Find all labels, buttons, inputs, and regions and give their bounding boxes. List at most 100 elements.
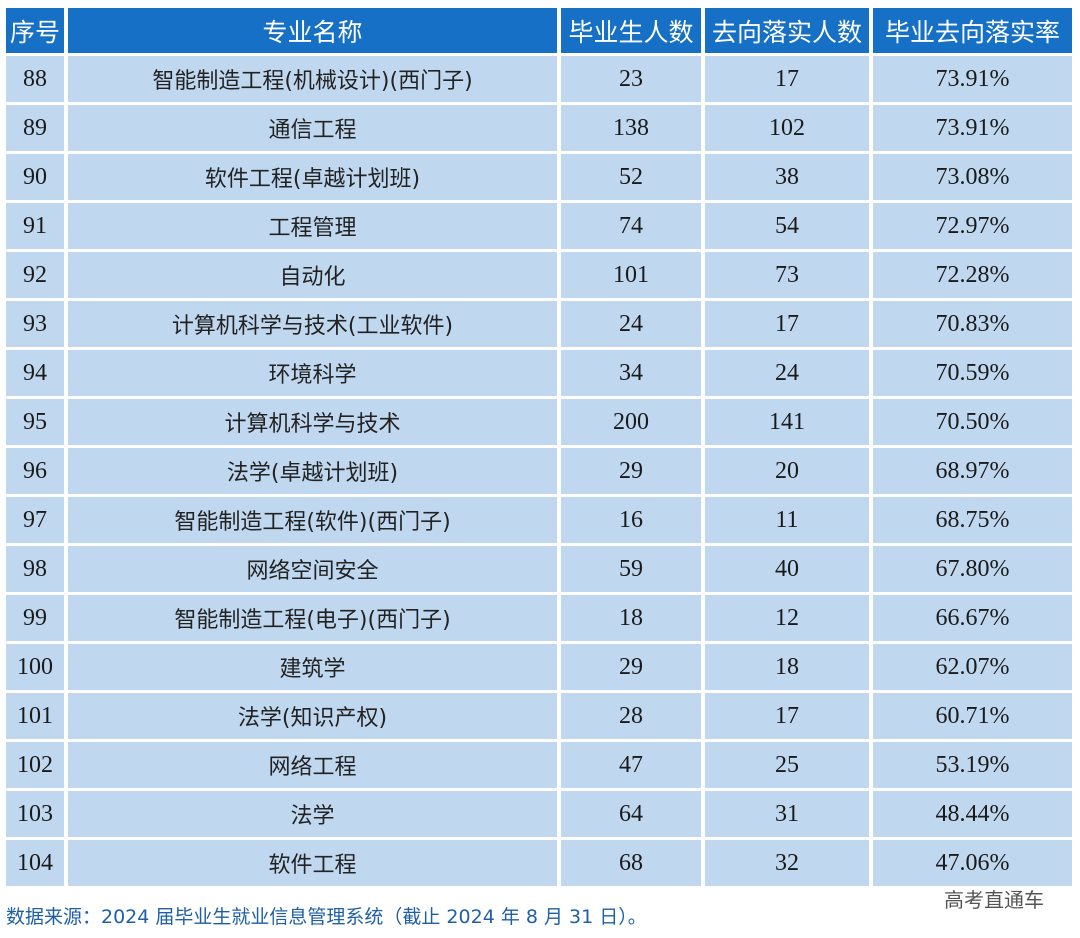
row-graduates: 16	[561, 497, 701, 543]
header-index: 序号	[6, 8, 64, 53]
row-index: 90	[6, 154, 64, 200]
row-placed: 141	[705, 399, 869, 445]
row-index: 92	[6, 252, 64, 298]
table-header-row: 序号 专业名称 毕业生人数 去向落实人数 毕业去向落实率	[6, 8, 1072, 53]
row-graduates: 138	[561, 105, 701, 151]
row-placed: 25	[705, 742, 869, 788]
row-graduates: 64	[561, 791, 701, 837]
row-graduates: 52	[561, 154, 701, 200]
row-graduates: 23	[561, 56, 701, 102]
row-graduates: 29	[561, 448, 701, 494]
header-major: 专业名称	[68, 8, 557, 53]
row-major: 环境科学	[68, 350, 557, 396]
row-graduates: 74	[561, 203, 701, 249]
employment-rate-table: 序号 专业名称 毕业生人数 去向落实人数 毕业去向落实率 88 智能制造工程(机械…	[2, 5, 1076, 889]
row-graduates: 68	[561, 840, 701, 886]
table-body: 88 智能制造工程(机械设计)(西门子) 23 17 73.91% 89 通信工程 138 10…	[6, 56, 1072, 886]
table-row: 102 网络工程 47 25 53.19%	[6, 742, 1072, 788]
row-major: 网络空间安全	[68, 546, 557, 592]
row-rate: 68.75%	[873, 497, 1072, 543]
row-rate: 48.44%	[873, 791, 1072, 837]
header-graduates: 毕业生人数	[561, 8, 701, 53]
row-index: 97	[6, 497, 64, 543]
row-placed: 20	[705, 448, 869, 494]
row-major: 软件工程	[68, 840, 557, 886]
row-placed: 54	[705, 203, 869, 249]
row-index: 88	[6, 56, 64, 102]
table-row: 97 智能制造工程(软件)(西门子) 16 11 68.75%	[6, 497, 1072, 543]
row-major: 计算机科学与技术	[68, 399, 557, 445]
row-graduates: 28	[561, 693, 701, 739]
table-row: 94 环境科学 34 24 70.59%	[6, 350, 1072, 396]
row-rate: 73.08%	[873, 154, 1072, 200]
row-graduates: 18	[561, 595, 701, 641]
row-rate: 66.67%	[873, 595, 1072, 641]
watermark: 高考直通车	[944, 888, 1044, 912]
row-placed: 11	[705, 497, 869, 543]
table-row: 93 计算机科学与技术(工业软件) 24 17 70.83%	[6, 301, 1072, 347]
table-row: 101 法学(知识产权) 28 17 60.71%	[6, 693, 1072, 739]
table-row: 96 法学(卓越计划班) 29 20 68.97%	[6, 448, 1072, 494]
row-rate: 67.80%	[873, 546, 1072, 592]
row-major: 智能制造工程(电子)(西门子)	[68, 595, 557, 641]
row-rate: 68.97%	[873, 448, 1072, 494]
row-rate: 73.91%	[873, 105, 1072, 151]
row-placed: 12	[705, 595, 869, 641]
row-placed: 73	[705, 252, 869, 298]
row-placed: 24	[705, 350, 869, 396]
row-graduates: 101	[561, 252, 701, 298]
row-index: 96	[6, 448, 64, 494]
table-row: 95 计算机科学与技术 200 141 70.50%	[6, 399, 1072, 445]
row-placed: 17	[705, 56, 869, 102]
table-row: 91 工程管理 74 54 72.97%	[6, 203, 1072, 249]
row-graduates: 24	[561, 301, 701, 347]
table-row: 92 自动化 101 73 72.28%	[6, 252, 1072, 298]
row-index: 101	[6, 693, 64, 739]
row-index: 99	[6, 595, 64, 641]
data-source-note: 数据来源：2024 届毕业生就业信息管理系统（截止 2024 年 8 月 31 …	[6, 906, 647, 928]
header-rate: 毕业去向落实率	[873, 8, 1072, 53]
row-rate: 73.91%	[873, 56, 1072, 102]
row-index: 98	[6, 546, 64, 592]
table-row: 88 智能制造工程(机械设计)(西门子) 23 17 73.91%	[6, 56, 1072, 102]
row-major: 智能制造工程(软件)(西门子)	[68, 497, 557, 543]
row-major: 计算机科学与技术(工业软件)	[68, 301, 557, 347]
row-major: 法学(卓越计划班)	[68, 448, 557, 494]
row-placed: 32	[705, 840, 869, 886]
row-placed: 102	[705, 105, 869, 151]
row-graduates: 200	[561, 399, 701, 445]
row-graduates: 59	[561, 546, 701, 592]
row-placed: 18	[705, 644, 869, 690]
row-rate: 53.19%	[873, 742, 1072, 788]
row-index: 89	[6, 105, 64, 151]
row-placed: 40	[705, 546, 869, 592]
table-row: 104 软件工程 68 32 47.06%	[6, 840, 1072, 886]
row-placed: 38	[705, 154, 869, 200]
row-placed: 17	[705, 693, 869, 739]
row-major: 智能制造工程(机械设计)(西门子)	[68, 56, 557, 102]
table-row: 99 智能制造工程(电子)(西门子) 18 12 66.67%	[6, 595, 1072, 641]
row-rate: 62.07%	[873, 644, 1072, 690]
row-major: 通信工程	[68, 105, 557, 151]
row-placed: 17	[705, 301, 869, 347]
row-major: 自动化	[68, 252, 557, 298]
row-major: 工程管理	[68, 203, 557, 249]
row-index: 103	[6, 791, 64, 837]
row-major: 法学	[68, 791, 557, 837]
row-index: 102	[6, 742, 64, 788]
row-rate: 70.59%	[873, 350, 1072, 396]
row-rate: 47.06%	[873, 840, 1072, 886]
row-index: 100	[6, 644, 64, 690]
row-placed: 31	[705, 791, 869, 837]
row-rate: 72.28%	[873, 252, 1072, 298]
row-index: 91	[6, 203, 64, 249]
row-index: 94	[6, 350, 64, 396]
row-rate: 60.71%	[873, 693, 1072, 739]
row-major: 法学(知识产权)	[68, 693, 557, 739]
table-row: 89 通信工程 138 102 73.91%	[6, 105, 1072, 151]
row-index: 104	[6, 840, 64, 886]
table-row: 98 网络空间安全 59 40 67.80%	[6, 546, 1072, 592]
header-placed: 去向落实人数	[705, 8, 869, 53]
row-major: 软件工程(卓越计划班)	[68, 154, 557, 200]
row-rate: 70.50%	[873, 399, 1072, 445]
